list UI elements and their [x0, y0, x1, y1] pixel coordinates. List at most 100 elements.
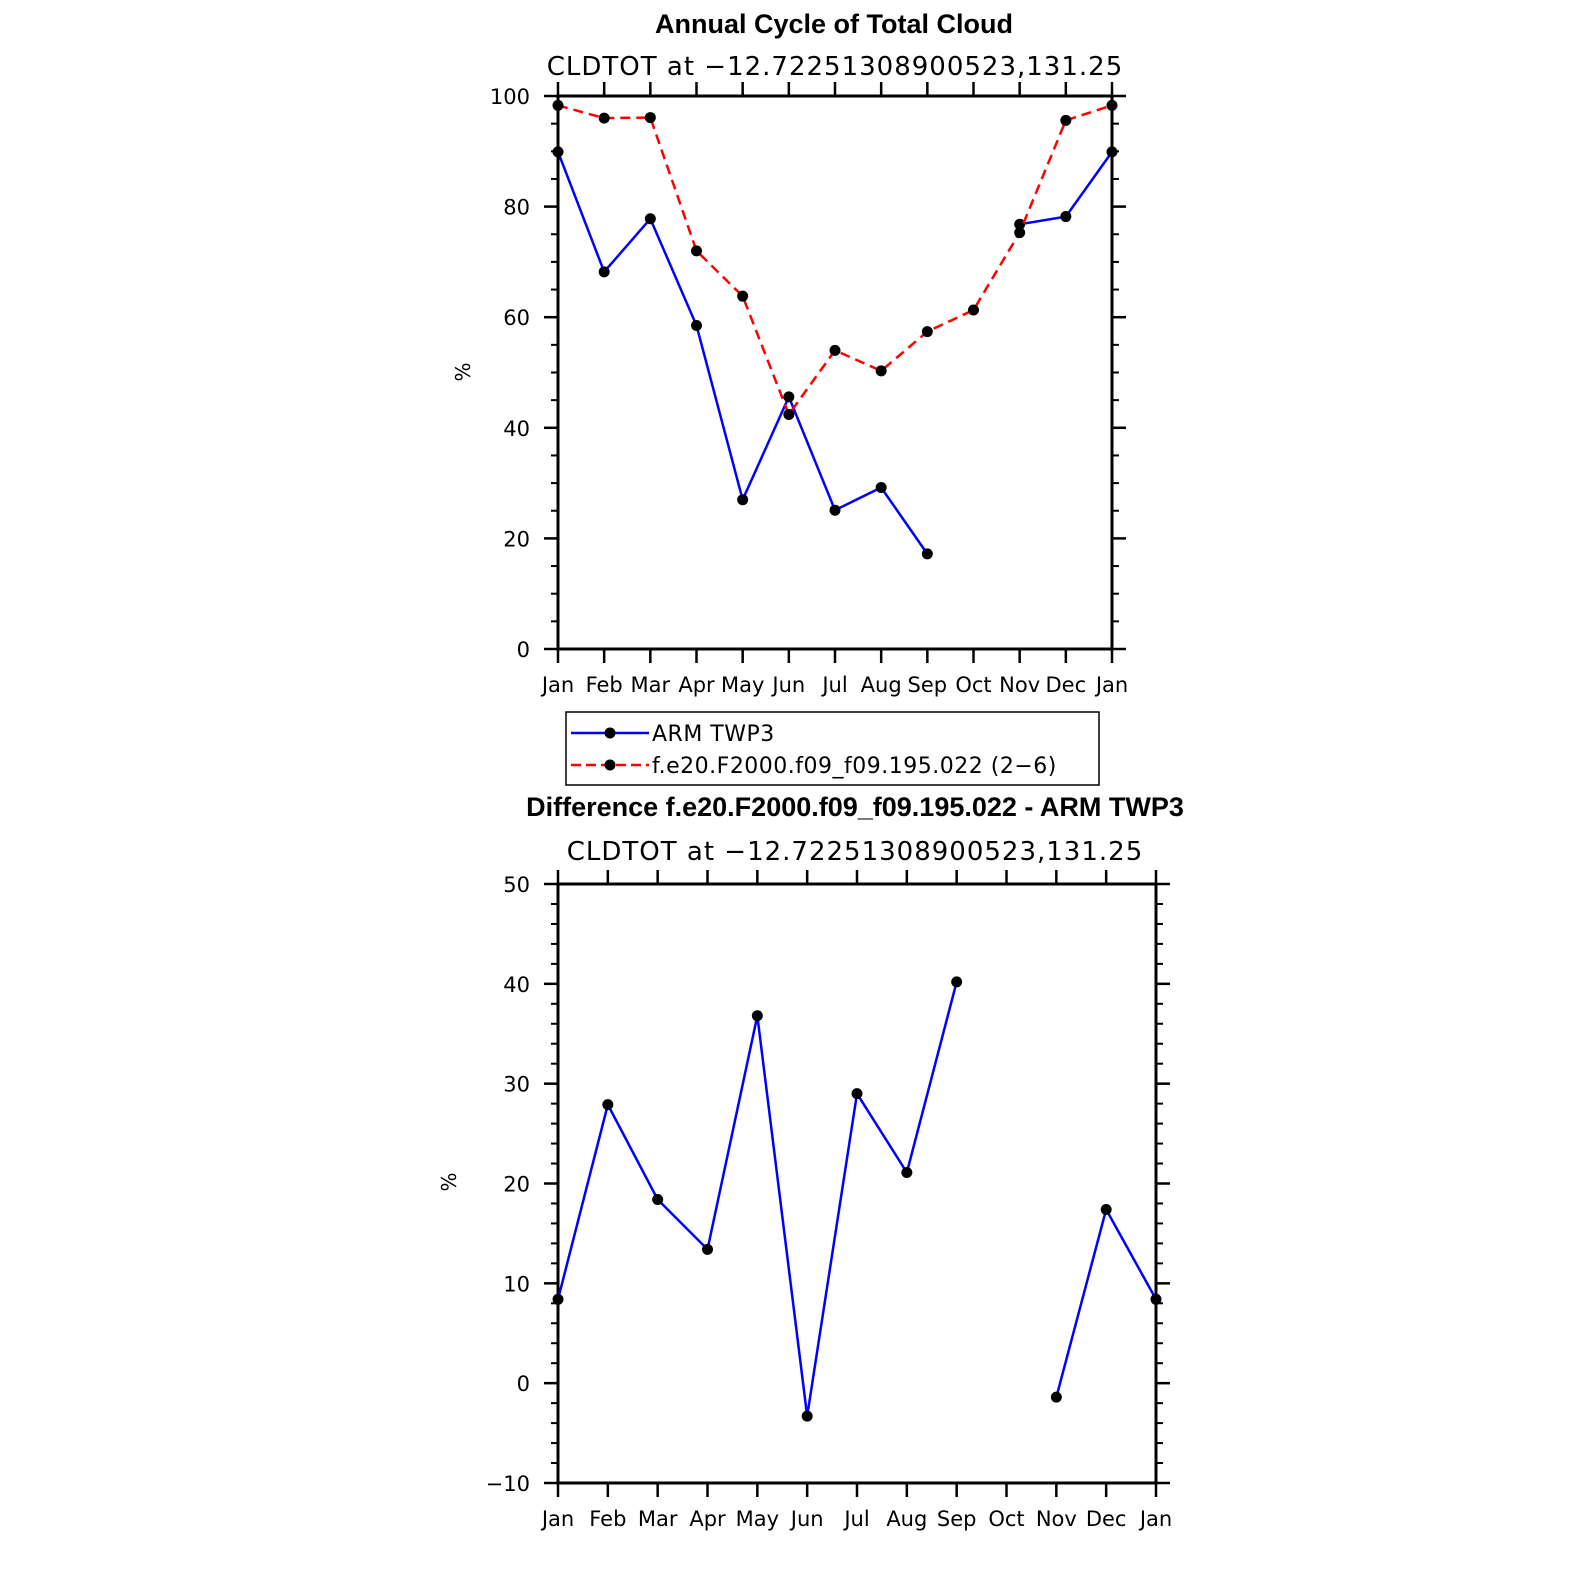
data-point: [644, 112, 656, 124]
data-point: [829, 504, 841, 516]
series-0: [552, 976, 1162, 1422]
series-line: [557, 104, 1113, 418]
data-point: [598, 266, 610, 278]
data-point: [702, 1243, 713, 1255]
data-point: [1100, 1203, 1112, 1215]
chart-subtitle: CLDTOT at −12.72251308900523,131.25: [547, 52, 1124, 82]
data-point: [968, 304, 979, 316]
data-point: [552, 99, 564, 111]
data-point: [801, 1410, 813, 1422]
y-axis-label: %: [437, 1172, 461, 1191]
chart-subtitle: CLDTOT at −12.72251308900523,131.25: [567, 837, 1144, 867]
data-point: [875, 365, 887, 377]
x-tick-label: Dec: [1046, 673, 1087, 697]
data-point: [737, 494, 749, 506]
x-tick-label: Jul: [842, 1507, 869, 1531]
x-tick-label: Nov: [999, 673, 1040, 697]
data-point: [851, 1088, 863, 1100]
y-tick-label: 0: [517, 1372, 530, 1396]
data-point: [691, 319, 702, 331]
legend-marker-model: [604, 759, 616, 771]
data-point: [1060, 211, 1072, 223]
data-point: [1106, 99, 1118, 111]
x-tick-label: Aug: [886, 1507, 927, 1531]
series-1: [552, 99, 1118, 421]
x-tick-label: Jan: [1138, 1507, 1172, 1531]
y-tick-label: 40: [503, 973, 530, 997]
x-tick-label: Oct: [955, 673, 991, 697]
series-0: [552, 146, 1118, 560]
annual-cycle-chart: Annual Cycle of Total Cloud CLDTOT at −1…: [451, 9, 1128, 697]
data-point: [783, 409, 795, 421]
x-tick-label: Jan: [540, 673, 574, 697]
y-tick-label: 10: [503, 1272, 530, 1296]
data-point: [1014, 218, 1026, 230]
x-tick-label: Sep: [937, 1507, 977, 1531]
y-tick-label: 20: [503, 527, 530, 551]
x-tick-label: Aug: [861, 673, 902, 697]
data-point: [1150, 1293, 1162, 1305]
data-point: [1106, 146, 1118, 158]
y-tick-label: 50: [503, 873, 530, 897]
data-point: [751, 1010, 763, 1022]
x-tick-label: Jan: [540, 1507, 574, 1531]
x-tick-label: Oct: [988, 1507, 1024, 1531]
x-tick-label: Jul: [820, 673, 847, 697]
plot-frame: [556, 882, 1158, 1485]
legend-box: [565, 711, 1100, 786]
plot-area: Jan Feb Mar Apr May Jun Jul Aug Sep Oct Nov Dec Jan−…: [486, 870, 1172, 1531]
data-point: [598, 112, 610, 124]
series-line: [556, 981, 958, 1417]
x-tick-label: Jun: [770, 673, 805, 697]
data-point: [1014, 227, 1026, 239]
x-tick-label: Sep: [908, 673, 948, 697]
x-tick-label: Feb: [589, 1507, 626, 1531]
difference-chart: Difference f.e20.F2000.f09_f09.195.022 -…: [437, 792, 1184, 1531]
series-line: [556, 151, 929, 555]
data-point: [951, 976, 963, 988]
x-tick-label: Dec: [1086, 1507, 1127, 1531]
chart-title: Annual Cycle of Total Cloud: [655, 9, 1013, 39]
data-point: [875, 482, 887, 494]
x-tick-label: Feb: [586, 673, 623, 697]
y-tick-label: 60: [503, 306, 530, 330]
y-tick-label: 40: [503, 417, 530, 441]
plot-frame: [556, 94, 1114, 651]
plot-area: Jan Feb Mar Apr May Jun Jul Aug Sep Oct Nov Dec Jan 0…: [490, 82, 1128, 697]
y-tick-label: 100: [490, 85, 530, 109]
x-tick-label: Apr: [689, 1507, 726, 1531]
x-tick-label: Mar: [631, 673, 671, 697]
data-point: [691, 245, 702, 257]
data-point: [652, 1193, 664, 1205]
y-tick-label: 30: [503, 1073, 530, 1097]
data-point: [1060, 114, 1072, 126]
legend-entry-arm: ARM TWP3: [652, 722, 775, 747]
data-point: [602, 1099, 614, 1111]
y-tick-label: 20: [503, 1173, 530, 1197]
y-tick-label: 0: [517, 638, 530, 662]
data-point: [552, 146, 564, 158]
chart-title: Difference f.e20.F2000.f09_f09.195.022 -…: [526, 792, 1184, 822]
y-axis-label: %: [451, 362, 475, 381]
x-tick-label: Jun: [789, 1507, 824, 1531]
x-tick-label: May: [736, 1507, 779, 1531]
data-point: [921, 548, 933, 560]
data-point: [829, 344, 841, 356]
legend: ARM TWP3 f.e20.F2000.f09_f09.195.022 (2−…: [565, 711, 1100, 786]
data-point: [737, 290, 749, 302]
x-tick-label: Jan: [1094, 673, 1128, 697]
data-point: [644, 213, 656, 225]
x-tick-label: Apr: [678, 673, 715, 697]
data-point: [783, 391, 795, 403]
x-tick-label: Mar: [638, 1507, 678, 1531]
x-tick-label: Nov: [1036, 1507, 1077, 1531]
data-point: [1050, 1391, 1062, 1403]
data-point: [552, 1293, 564, 1305]
legend-entry-model: f.e20.F2000.f09_f09.195.022 (2−6): [652, 754, 1057, 779]
y-tick-label: 80: [503, 196, 530, 220]
data-point: [921, 326, 933, 338]
series-line: [1055, 1206, 1158, 1398]
x-tick-label: May: [721, 673, 764, 697]
data-point: [901, 1167, 913, 1179]
